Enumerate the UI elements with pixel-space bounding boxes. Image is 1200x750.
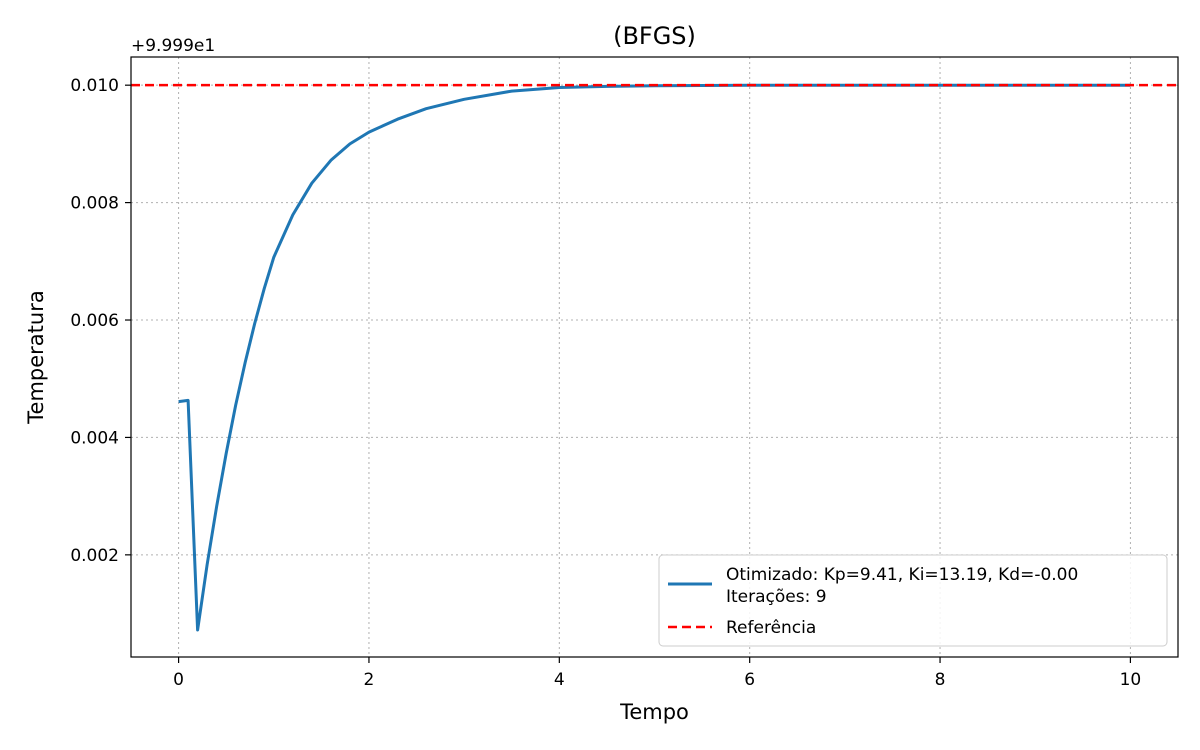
x-tick-label: 0	[173, 670, 184, 690]
y-offset-label: +9.999e1	[131, 36, 215, 56]
axis-ticks: 0 2 4 6 8 10 0.002 0.004 0.006 0.008 0.010	[70, 76, 1141, 690]
axes-frame	[130, 56, 1179, 658]
y-axis-label: Temperatura	[24, 290, 48, 424]
legend-label-reference: Referência	[726, 618, 816, 638]
legend: Otimizado: Kp=9.41, Ki=13.19, Kd=-0.00 I…	[658, 554, 1168, 647]
legend-label-optimized: Otimizado: Kp=9.41, Ki=13.19, Kd=-0.00	[726, 565, 1078, 585]
chart-title: (BFGS)	[613, 22, 696, 50]
y-tick-label: 0.008	[70, 194, 119, 214]
x-tick-label: 6	[744, 670, 755, 690]
legend-box	[658, 554, 1168, 647]
y-tick-label: 0.004	[70, 428, 119, 448]
x-tick-label: 8	[935, 670, 946, 690]
legend-label-iterations: Iterações: 9	[726, 587, 827, 607]
series-line-optimized	[178, 83, 1131, 632]
x-tick-label: 2	[364, 670, 375, 690]
x-tick-label: 4	[554, 670, 565, 690]
grid-lines	[131, 57, 1178, 657]
y-tick-label: 0.010	[70, 76, 119, 96]
y-tick-label: 0.006	[70, 311, 119, 331]
x-tick-label: 10	[1120, 670, 1142, 690]
y-tick-label: 0.002	[70, 546, 119, 566]
plot-area	[131, 83, 1178, 632]
x-axis-label: Tempo	[619, 700, 689, 724]
